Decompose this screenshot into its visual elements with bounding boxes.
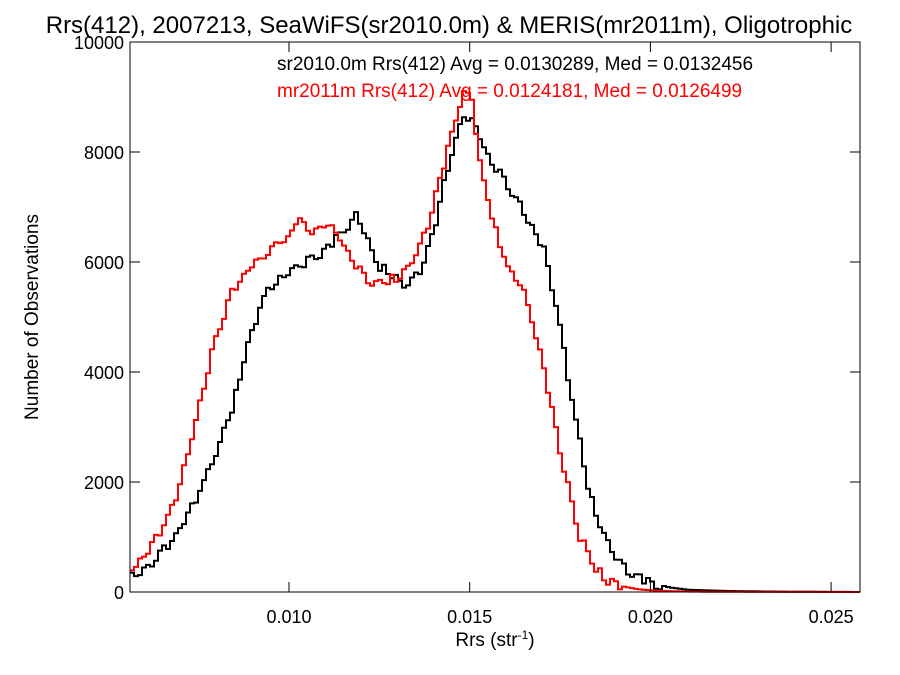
y-axis: 0 2000 4000 6000 8000 10000 — [74, 33, 860, 603]
y-tick-label: 4000 — [84, 363, 124, 383]
x-tick-label: 0.020 — [628, 607, 673, 627]
series-layer — [130, 90, 860, 593]
y-tick-label: 8000 — [84, 143, 124, 163]
chart-title: Rrs(412), 2007213, SeaWiFS(sr2010.0m) & … — [46, 12, 853, 39]
y-axis-label: Number of Observations — [22, 214, 43, 420]
legend-series-2: mr2011m Rrs(412) Avg = 0.0124181, Med = … — [277, 81, 742, 102]
x-axis-label: Rrs (str-1) — [455, 628, 534, 651]
x-tick-label: 0.010 — [266, 607, 311, 627]
y-tick-label: 2000 — [84, 473, 124, 493]
x-axis-label-superscript: -1 — [518, 628, 529, 642]
y-tick-label: 10000 — [74, 33, 124, 53]
series-line-mr2011m — [130, 90, 860, 593]
x-tick-label: 0.025 — [809, 607, 854, 627]
x-axis-label-main: Rrs (str — [455, 630, 518, 651]
plot-frame — [129, 41, 861, 593]
x-axis: 0.010 0.015 0.020 0.025 — [266, 42, 854, 627]
y-tick-label: 0 — [114, 583, 124, 603]
x-axis-label-close: ) — [528, 630, 534, 651]
series-line-sr2010.0m — [130, 116, 860, 593]
legend-series-1: sr2010.0m Rrs(412) Avg = 0.0130289, Med … — [277, 54, 753, 75]
x-tick-label: 0.015 — [447, 607, 492, 627]
y-tick-label: 6000 — [84, 253, 124, 273]
